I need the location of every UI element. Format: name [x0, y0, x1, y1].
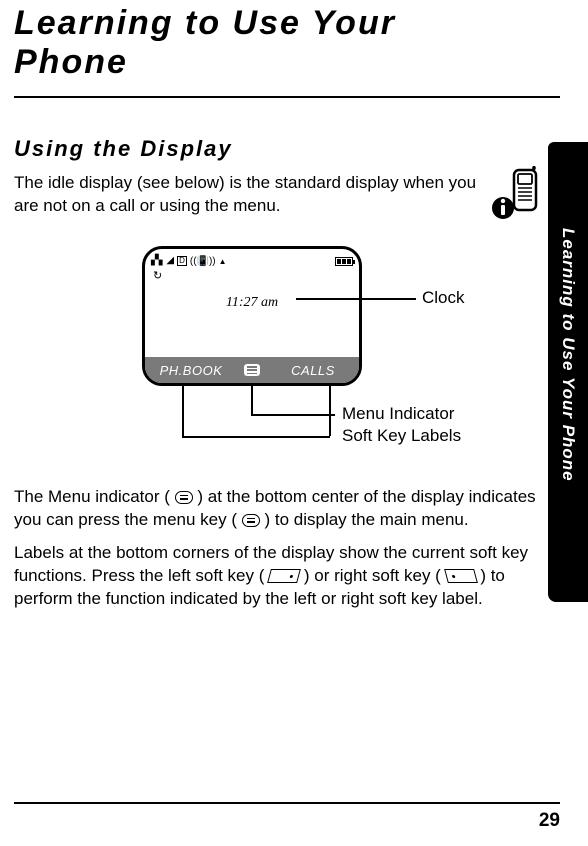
softkey-labels-label: Soft Key Labels [342, 426, 461, 446]
clock-callout-line [296, 298, 416, 300]
vibrate-icon: ((📳)) [190, 256, 216, 267]
paragraph-2: The Menu indicator ( ) at the bottom cen… [14, 486, 560, 532]
loop-icon: ↻ [153, 269, 162, 282]
menu-indicator-icon [244, 364, 260, 376]
title-line-1: Learning to Use Your [14, 4, 396, 42]
status-row: ▞▖◢ D ((📳)) ▲ [151, 253, 353, 269]
callout-line [251, 414, 335, 416]
para3-b: ) or right soft key ( [304, 566, 441, 585]
callout-line [329, 384, 331, 436]
d-indicator-icon: D [177, 256, 187, 266]
display-diagram: ▞▖◢ D ((📳)) ▲ ↻ 11:27 am PH.BOOK CALLS C… [104, 246, 524, 476]
right-softkey-inline-icon [444, 569, 478, 583]
paragraph-1: The idle display (see below) is the stan… [14, 172, 504, 218]
page-number: 29 [539, 810, 560, 832]
triangle-icon: ▲ [219, 257, 227, 266]
phone-screen-frame: ▞▖◢ D ((📳)) ▲ ↻ 11:27 am PH.BOOK CALLS [142, 246, 362, 386]
callout-line [182, 384, 184, 436]
clock-label: Clock [422, 288, 465, 308]
title-underline [14, 96, 560, 98]
battery-icon [335, 257, 353, 266]
soft-right-label: CALLS [267, 363, 359, 378]
menu-indicator-inline-icon [175, 491, 193, 504]
side-tab-text: Learning to Use Your Phone [554, 228, 582, 548]
signal-icon: ▞▖◢ [151, 255, 174, 267]
section-heading: Using the Display [14, 136, 560, 162]
footer-rule [14, 802, 560, 804]
para2-a: The Menu indicator ( [14, 487, 170, 506]
left-softkey-inline-icon [267, 569, 301, 583]
para2-c: ) to display the main menu. [264, 510, 468, 529]
callout-line [251, 384, 253, 414]
softkey-bar: PH.BOOK CALLS [145, 357, 359, 383]
title-line-2: Phone [14, 43, 128, 81]
menu-indicator-label: Menu Indicator [342, 404, 454, 424]
soft-left-label: PH.BOOK [145, 363, 237, 378]
paragraph-3: Labels at the bottom corners of the disp… [14, 542, 560, 611]
menu-key-inline-icon [242, 514, 260, 527]
callout-line [182, 436, 330, 438]
phone-info-icon [490, 166, 542, 226]
chapter-title: Learning to Use Your Phone [14, 4, 560, 82]
